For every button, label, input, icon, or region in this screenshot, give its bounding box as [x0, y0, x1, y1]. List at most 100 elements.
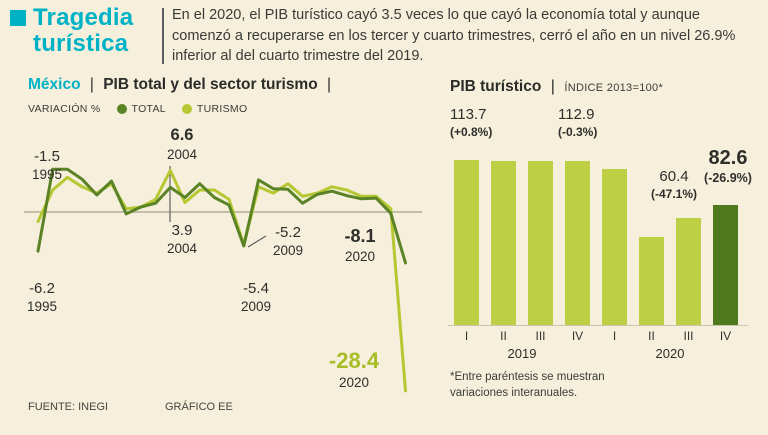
- annotation-turismo-2020: -28.4 2020: [316, 348, 392, 391]
- total-legend-dot-icon: [116, 104, 127, 114]
- annotation-value: -1.5: [34, 148, 60, 165]
- annotation-year: 2009: [240, 299, 272, 315]
- source-label: FUENTE: INEGI: [28, 401, 109, 413]
- callout-percent: (-26.9%): [704, 171, 752, 185]
- quarter-label: III: [683, 329, 694, 343]
- footnote-line2: variaciones interanuales.: [450, 386, 578, 399]
- year-label: 2019: [507, 346, 537, 361]
- quarter-label: III: [535, 329, 546, 343]
- bar-column: [522, 161, 559, 325]
- legend-label-total: TOTAL: [131, 103, 166, 115]
- credit-label: GRÁFICO EE: [165, 401, 233, 413]
- annotation-value: -5.2: [275, 224, 301, 241]
- quarter-labels-row: I II III IV I II III IV: [448, 329, 748, 343]
- annotation-value: -28.4: [328, 348, 380, 373]
- region-label: México: [28, 76, 81, 93]
- annotation-turismo-1995: -1.5 1995: [26, 148, 68, 183]
- annotation-year: 2004: [166, 241, 198, 257]
- right-chart-title: PIB turístico: [450, 78, 542, 95]
- annotation-pointer-2009: [247, 235, 267, 248]
- annotation-year: 2009: [272, 243, 304, 259]
- separator: |: [89, 76, 94, 93]
- callout-value: 112.9: [558, 106, 595, 123]
- callout-percent: (-47.1%): [650, 186, 697, 201]
- header-divider: [162, 8, 164, 64]
- legend-label-turismo: TURISMO: [196, 103, 248, 115]
- annotation-value: -6.2: [29, 280, 55, 297]
- callout-percent: (+0.8%): [450, 124, 493, 139]
- legend-item-total: TOTAL: [116, 103, 166, 115]
- annotation-value: -5.4: [243, 280, 269, 297]
- bar-column: [707, 205, 744, 325]
- callout-2020-q4: 82.6 (-26.9%): [696, 146, 760, 187]
- annotation-year: 2020: [338, 375, 370, 391]
- callout-value: 60.4: [659, 168, 689, 185]
- footnote-line1: *Entre paréntesis se muestran: [450, 371, 605, 383]
- total-line: [36, 167, 407, 265]
- bar-column: [670, 218, 707, 325]
- bar: [491, 161, 516, 325]
- annotation-year: 1995: [31, 167, 63, 183]
- annotation-turismo-2009: -5.2 2009: [266, 224, 310, 259]
- annotation-value: 6.6: [170, 126, 194, 144]
- callout-2020-q2: 60.4 (-47.1%): [634, 168, 714, 202]
- bars-area: [448, 155, 748, 326]
- separator: |: [327, 76, 332, 93]
- right-chart-header: PIB turístico | ÍNDICE 2013=100*: [450, 78, 663, 96]
- unit-label: VARIACIÓN %: [28, 103, 101, 115]
- right-chart-subtitle: ÍNDICE 2013=100*: [564, 82, 664, 94]
- quarter-label: IV: [571, 329, 584, 343]
- left-chart-header: México | PIB total y del sector turismo …: [28, 76, 336, 94]
- turismo-legend-dot-icon: [181, 104, 192, 114]
- intro-paragraph: En el 2020, el PIB turístico cayó 3.5 ve…: [172, 7, 736, 65]
- bar: [602, 169, 627, 325]
- line-chart-svg: [24, 166, 422, 393]
- left-chart-legend-row: VARIACIÓN % TOTAL TURISMO: [28, 103, 247, 115]
- bar-column: [448, 160, 485, 325]
- callout-2019-q1: 113.7 (+0.8%): [450, 106, 492, 140]
- annotation-year: 2004: [166, 146, 198, 162]
- bar-column: [633, 237, 670, 325]
- annotation-total-2020: -8.1 2020: [332, 226, 388, 264]
- quarter-label: II: [500, 329, 507, 343]
- left-chart-title: PIB total y del sector turismo: [103, 76, 318, 93]
- legend-item-turismo: TURISMO: [181, 103, 248, 115]
- separator: |: [550, 78, 555, 95]
- brand-block: Tragedia turística: [10, 5, 133, 57]
- bar: [454, 160, 479, 325]
- callout-2019-q4: 112.9 (-0.3%): [558, 106, 597, 140]
- line-chart: -1.5 1995 6.6 2004 3.9 2004 -6.2 1995 -5…: [20, 118, 435, 420]
- annotation-total-2004: 3.9 2004: [160, 222, 204, 257]
- bar-column: [559, 161, 596, 325]
- brand-square-icon: [10, 10, 26, 26]
- annotation-total-1995: -6.2 1995: [20, 280, 64, 315]
- page-title-line1: Tragedia: [33, 4, 134, 31]
- quarter-label: IV: [719, 329, 732, 343]
- bar-column: [485, 161, 522, 325]
- callout-percent: (-0.3%): [558, 124, 598, 139]
- bar: [528, 161, 553, 325]
- page-title: Tragedia turística: [33, 5, 133, 57]
- bar: [639, 237, 664, 325]
- annotation-year: 1995: [26, 299, 58, 315]
- callout-value: 113.7: [450, 106, 487, 123]
- annotation-total-2009: -5.4 2009: [234, 280, 278, 315]
- quarter-label: II: [648, 329, 655, 343]
- quarter-label: I: [612, 329, 617, 343]
- bar-chart: PIB turístico | ÍNDICE 2013=100* 113.7 (…: [448, 78, 762, 418]
- bar: [713, 205, 738, 325]
- page-title-line2: turística: [33, 29, 129, 57]
- quarter-label: I: [464, 329, 469, 343]
- bar: [676, 218, 701, 325]
- callout-value: 82.6: [708, 147, 748, 169]
- bar: [565, 161, 590, 325]
- bar-column: [596, 169, 633, 325]
- annotation-turismo-2004: 6.6 2004: [160, 126, 204, 162]
- annotation-value: -8.1: [344, 226, 376, 246]
- year-label: 2020: [655, 346, 685, 361]
- footnote: *Entre paréntesis se muestran variacione…: [450, 370, 605, 401]
- annotation-year: 2020: [344, 248, 376, 264]
- year-labels-row: 2019 2020: [448, 346, 748, 361]
- annotation-value: 3.9: [171, 222, 193, 239]
